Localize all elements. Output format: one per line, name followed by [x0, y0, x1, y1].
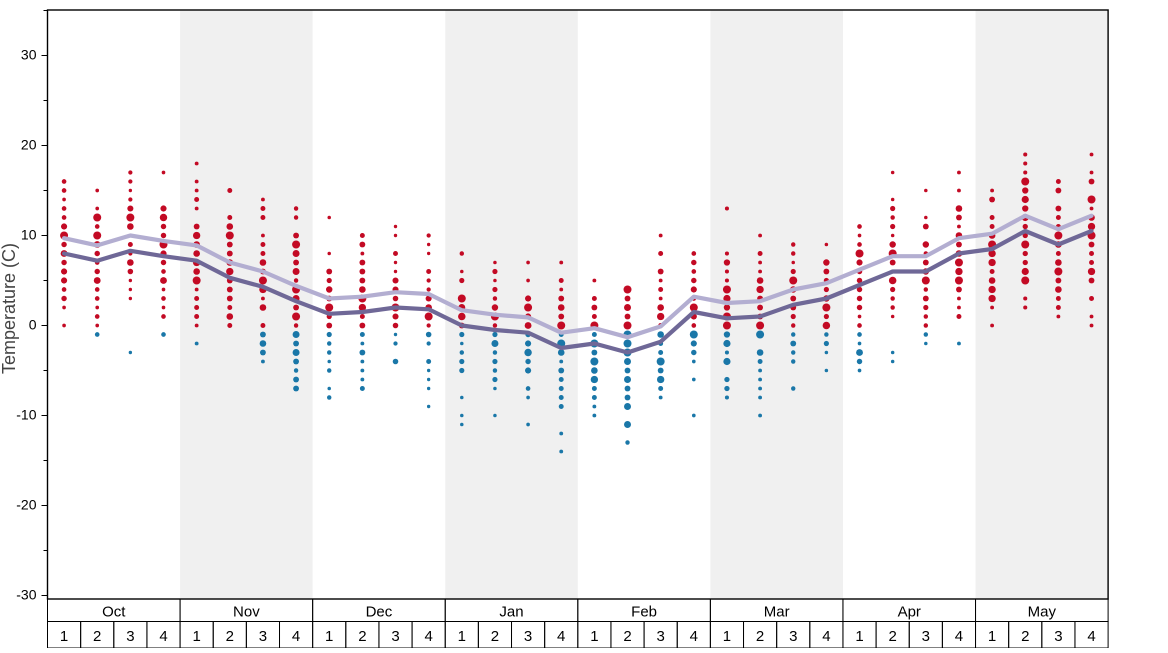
- svg-text:20: 20: [21, 137, 37, 153]
- svg-text:10: 10: [21, 227, 37, 243]
- svg-text:0: 0: [29, 317, 37, 333]
- svg-text:Nov: Nov: [233, 603, 260, 620]
- svg-text:3: 3: [524, 628, 532, 645]
- svg-text:Dec: Dec: [366, 603, 393, 620]
- svg-text:3: 3: [789, 628, 797, 645]
- svg-text:1: 1: [192, 628, 200, 645]
- svg-text:4: 4: [159, 628, 167, 645]
- svg-text:1: 1: [60, 628, 68, 645]
- svg-text:3: 3: [1054, 628, 1062, 645]
- svg-text:2: 2: [756, 628, 764, 645]
- svg-text:2: 2: [226, 628, 234, 645]
- svg-text:May: May: [1028, 603, 1057, 620]
- svg-text:4: 4: [557, 628, 565, 645]
- svg-text:1: 1: [458, 628, 466, 645]
- svg-text:2: 2: [358, 628, 366, 645]
- svg-text:3: 3: [391, 628, 399, 645]
- svg-text:2: 2: [1021, 628, 1029, 645]
- svg-text:2: 2: [93, 628, 101, 645]
- svg-text:1: 1: [723, 628, 731, 645]
- svg-text:1: 1: [325, 628, 333, 645]
- svg-text:Jan: Jan: [499, 603, 523, 620]
- svg-text:2: 2: [623, 628, 631, 645]
- svg-text:Apr: Apr: [898, 603, 921, 620]
- svg-text:3: 3: [126, 628, 134, 645]
- svg-text:Feb: Feb: [631, 603, 657, 620]
- svg-text:4: 4: [822, 628, 830, 645]
- svg-text:2: 2: [888, 628, 896, 645]
- svg-text:30: 30: [21, 47, 37, 63]
- svg-text:2: 2: [491, 628, 499, 645]
- svg-text:4: 4: [424, 628, 432, 645]
- svg-text:-20: -20: [16, 497, 36, 513]
- svg-text:4: 4: [292, 628, 300, 645]
- svg-text:Oct: Oct: [102, 603, 126, 620]
- svg-text:Mar: Mar: [764, 603, 790, 620]
- svg-text:4: 4: [690, 628, 698, 645]
- svg-text:-10: -10: [16, 407, 36, 423]
- svg-text:1: 1: [855, 628, 863, 645]
- svg-text:3: 3: [259, 628, 267, 645]
- svg-text:1: 1: [590, 628, 598, 645]
- svg-text:Temperature (C): Temperature (C): [0, 243, 19, 374]
- svg-text:3: 3: [656, 628, 664, 645]
- svg-text:1: 1: [988, 628, 996, 645]
- svg-text:3: 3: [922, 628, 930, 645]
- svg-text:-30: -30: [16, 587, 36, 603]
- svg-text:4: 4: [1087, 628, 1095, 645]
- svg-text:4: 4: [955, 628, 963, 645]
